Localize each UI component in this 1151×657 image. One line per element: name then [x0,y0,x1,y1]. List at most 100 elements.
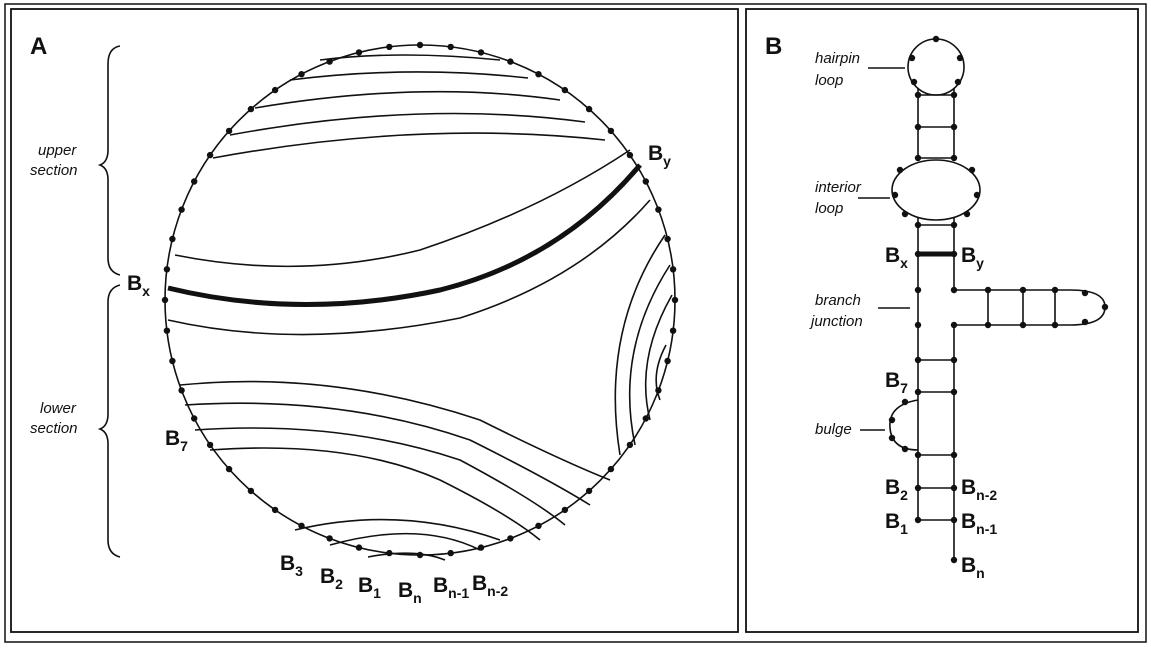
stem-lower [917,325,955,560]
base-dot [507,58,514,65]
interior-label-1: interior [815,179,862,196]
base-dot [642,415,649,422]
base-dot [247,105,255,113]
base-dot [535,71,542,78]
base-dot [585,105,593,113]
hairpin-loop [907,38,965,96]
base-dot [416,551,424,559]
label-bn2-b: Bn-2 [961,476,997,503]
base-dot [914,321,922,329]
base-dot [447,43,454,51]
base-dot [901,398,909,406]
circle-bases [161,41,679,559]
stem-upper [917,88,955,160]
base-dot [950,484,958,492]
label-bn2-a: Bn-2 [472,572,508,599]
base-dot [477,544,485,551]
chord [167,199,651,336]
branch-junction [917,289,1106,326]
chord [614,234,666,456]
lower-section-brace [97,284,121,558]
base-dot [963,210,971,218]
branch-label-1: branch [815,292,861,309]
base-dot [950,123,958,131]
base-dot [535,522,542,529]
panel-b-frame [745,8,1139,633]
chord [628,264,671,446]
base-dot [191,178,198,185]
label-b3-a: B3 [280,552,303,579]
base-dot [169,357,176,365]
chord [184,402,591,506]
base-dot [161,296,169,304]
base-dot [669,327,677,334]
lower-section-label-1: lower [40,400,77,417]
base-dot [1081,318,1089,326]
base-dot [914,516,922,524]
base-dot [1019,321,1027,329]
base-dot [914,484,922,492]
stem-middle [917,218,955,290]
chord [289,71,529,81]
base-dot [1051,286,1059,294]
base-dot [950,286,958,294]
lower-section-label-2: section [30,420,78,437]
label-b2-a: B2 [320,565,343,592]
base-dot [1081,289,1089,297]
base-dot [355,49,363,56]
base-dot [901,210,909,218]
label-bn1-a: Bn-1 [433,574,469,601]
branch-label-2: junction [809,313,863,330]
base-dot [664,357,671,365]
base-dot [326,535,333,542]
base-dot [642,178,649,185]
base-dot [908,54,916,62]
base-dot [626,151,634,159]
base-dot [271,506,279,514]
base-dot [914,221,922,229]
base-dot [271,86,279,94]
panel-a-frame [10,8,739,633]
base-dot [355,544,363,551]
base-dot [191,415,198,422]
base-dot [950,516,958,524]
base-dot [950,154,958,162]
base-dot [968,166,976,174]
label-by-a: By [648,142,671,169]
panel-b: B [765,33,1109,581]
base-dot [901,445,909,453]
outer-frame [4,3,1147,643]
base-dot [914,388,922,396]
label-bx-b: Bx [885,244,908,271]
base-dot [896,166,904,174]
chord [212,132,606,159]
bx-by-pairing [167,163,642,308]
base-dot [561,86,569,94]
label-b1-b: B1 [885,510,908,537]
base-dot [954,78,962,86]
base-dot [507,535,514,542]
label-bn-b: Bn [961,554,985,581]
label-b2-b: B2 [885,476,908,503]
panel-a-letter: A [30,33,47,60]
base-dot [669,266,677,273]
base-dot [932,35,940,43]
circle-chords [167,54,673,561]
base-dot [910,78,918,86]
upper-section-label-1: upper [38,142,77,159]
base-dot [225,465,233,473]
interior-loop [891,159,981,221]
base-dot [950,91,958,99]
base-dot [225,127,233,135]
upper-section-label-2: section [30,162,78,179]
chord [644,294,673,421]
base-dot [561,506,569,514]
base-dot [447,549,454,557]
base-dot [914,286,922,294]
base-dot [416,41,424,49]
base-dot [973,191,981,199]
base-dot [914,123,922,131]
base-dot [298,522,305,529]
chord [294,518,501,541]
base-dot [671,296,679,304]
